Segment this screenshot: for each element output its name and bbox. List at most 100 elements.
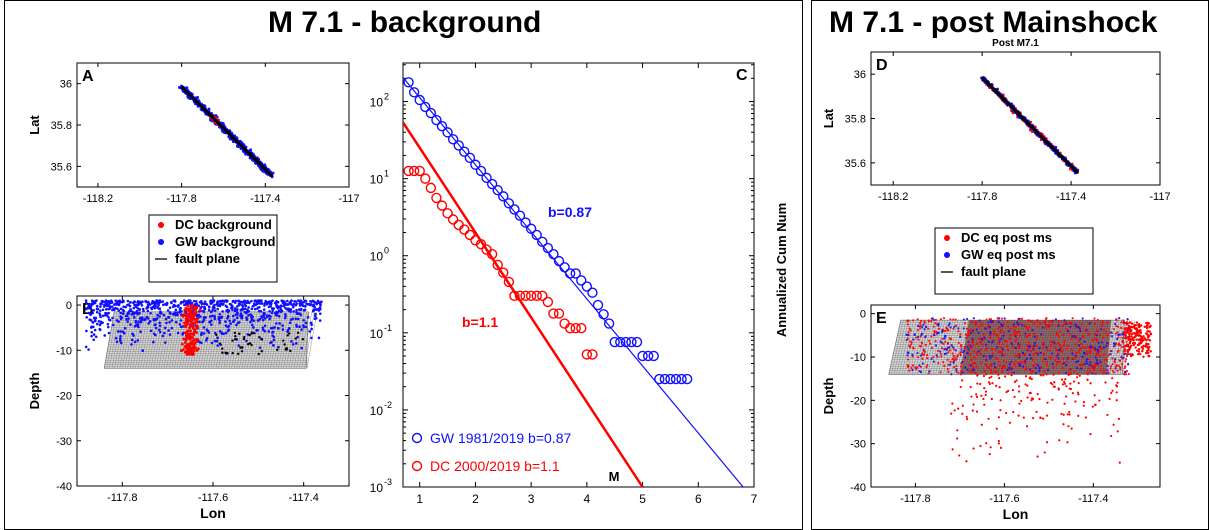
mesh-line [1109, 320, 1122, 375]
eq-point [1099, 328, 1103, 331]
gw-point [154, 303, 157, 306]
gw-point [132, 306, 136, 310]
dc-point [184, 312, 188, 316]
gw-point [269, 341, 272, 345]
eq-point [1046, 348, 1049, 351]
gw-point [225, 309, 228, 312]
eq-point [1081, 355, 1084, 358]
eq-point [1086, 353, 1089, 356]
dc-point [193, 321, 197, 325]
gw-point [247, 301, 251, 304]
gw-point [267, 330, 271, 333]
gw-point [261, 318, 265, 322]
mesh-line [909, 320, 922, 375]
eq-point [1029, 350, 1033, 353]
mesh-line [293, 311, 305, 369]
gw-point [315, 316, 318, 320]
dc-point [1024, 375, 1028, 378]
fault-point [283, 343, 286, 346]
dc-point [187, 336, 191, 340]
gw-point [307, 302, 311, 306]
eq-point [1106, 334, 1109, 337]
gw-point [197, 304, 201, 308]
gw-point [168, 320, 171, 324]
mesh-line [273, 311, 284, 369]
data-point-red [414, 165, 425, 177]
gw-point [215, 339, 219, 343]
gw-point [98, 328, 102, 332]
eq-point [959, 373, 962, 376]
gw-point [159, 310, 162, 313]
eq-point [1008, 337, 1012, 340]
eq-point [1100, 347, 1103, 350]
dc-point [1123, 333, 1127, 337]
eq-point [954, 318, 957, 321]
eq-point [908, 327, 911, 330]
data-point-blue [665, 373, 676, 385]
eq-point [1017, 347, 1021, 350]
eq-point [987, 321, 990, 324]
eq-point [1059, 347, 1062, 350]
dc-point [1065, 385, 1068, 388]
dc-point [1007, 389, 1010, 392]
dc-point [1062, 413, 1065, 416]
eq-point [984, 343, 988, 346]
gw-point [257, 319, 260, 322]
eq-point [1055, 331, 1059, 334]
y-tick-label: 10 [370, 96, 384, 110]
gw-point [213, 309, 217, 312]
eq-point [1070, 348, 1073, 351]
mesh-line [919, 320, 933, 375]
eq-point [1039, 322, 1042, 325]
gw-point [167, 329, 170, 332]
eq-point [1000, 370, 1004, 373]
dense-cluster [959, 320, 1112, 375]
eq-point [1045, 324, 1048, 327]
eq-point [997, 350, 1000, 354]
eq-point [917, 324, 920, 328]
gw-point [269, 315, 272, 318]
gw-point [295, 302, 299, 305]
dc-point [195, 331, 198, 334]
gw-point [85, 307, 88, 311]
eq-point [1107, 371, 1110, 374]
gw-point [101, 314, 105, 318]
dc-point [1125, 323, 1128, 326]
dc-point [191, 346, 195, 349]
eq-point [1015, 337, 1018, 340]
dc-point [999, 409, 1002, 412]
gw-point [289, 310, 292, 314]
eq-point [979, 340, 982, 344]
gw-point [126, 299, 130, 303]
dc-point [987, 417, 990, 420]
data-point-red [537, 290, 548, 302]
eq-point [935, 330, 938, 333]
eq-point [962, 318, 966, 321]
y-tick-exponent: -2 [384, 400, 392, 410]
eq-point [947, 363, 950, 366]
fault-line [981, 76, 1079, 174]
gw-point [286, 299, 289, 303]
gw-point [118, 300, 122, 304]
eq-point [1038, 369, 1041, 373]
eq-point [1083, 362, 1086, 366]
eq-point [1045, 363, 1049, 367]
gw-point [279, 307, 283, 311]
fault-point [234, 334, 237, 338]
eq-point [959, 370, 963, 373]
eq-point [1124, 360, 1127, 363]
data-point-red [570, 322, 581, 334]
data-point-blue [425, 107, 437, 119]
dc-point [188, 310, 192, 313]
eq-point [997, 342, 1000, 345]
eq-point [998, 326, 1001, 329]
gw-point [138, 311, 141, 315]
gw-point [309, 300, 312, 303]
eq-point [1098, 354, 1101, 357]
eq-point [934, 340, 937, 343]
mesh-line [208, 311, 219, 369]
gw-point [116, 307, 119, 310]
gw-point [295, 310, 298, 314]
data-point-red [587, 349, 598, 360]
gw-point [146, 300, 150, 304]
